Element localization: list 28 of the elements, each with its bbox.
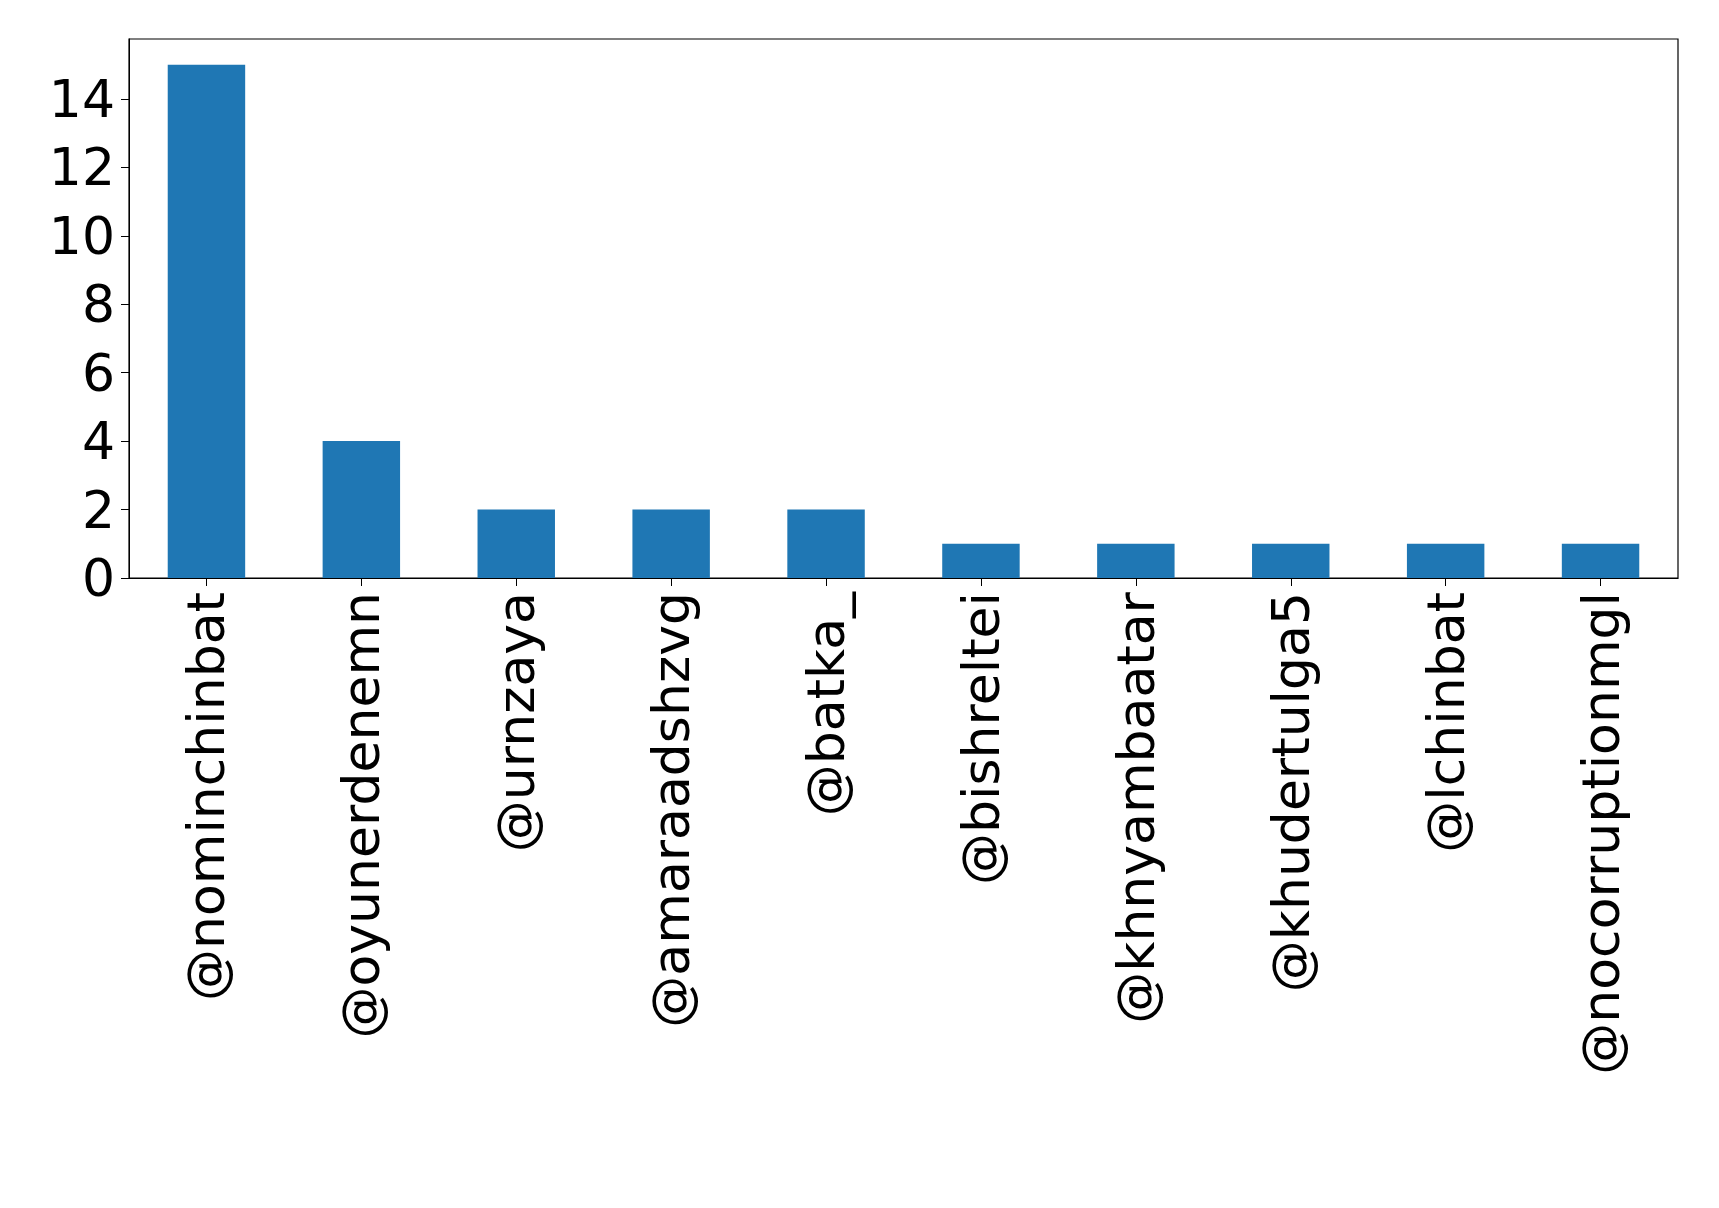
y-tick-label: 0	[81, 548, 115, 608]
y-tick-label: 8	[81, 274, 115, 335]
y-tick-label: 14	[48, 68, 115, 129]
y-tick-label: 12	[48, 137, 115, 198]
bar	[1561, 543, 1640, 578]
bar	[632, 509, 710, 578]
y-tick-label: 4	[81, 411, 115, 472]
x-tick-label: @nominchinbat	[176, 592, 237, 1002]
x-tick-label: @oyunerdenemn	[331, 592, 392, 1039]
bar	[1097, 543, 1175, 578]
bar	[787, 509, 865, 578]
x-tick-label: @urnzaya	[486, 592, 547, 853]
x-tick-label: @khnyambaatar	[1105, 591, 1166, 1024]
y-tick-label: 10	[48, 205, 115, 266]
bar	[1252, 543, 1330, 578]
bar	[942, 543, 1020, 578]
bar	[322, 441, 401, 578]
y-tick-label: 2	[81, 479, 115, 540]
x-tick-label: @batka_	[796, 591, 857, 817]
x-tick-label: @bishreltei	[950, 592, 1011, 886]
bar	[167, 64, 246, 578]
bar	[477, 509, 555, 578]
x-tick-label: @amaraadshzvg	[641, 592, 702, 1028]
x-tick-label: @khudertulga5	[1260, 592, 1321, 993]
x-tick-label: @lchinbat	[1415, 592, 1476, 853]
x-tick-label: @nocorruptionmgl	[1570, 592, 1631, 1075]
y-tick-label: 6	[81, 342, 115, 403]
bar	[1406, 543, 1485, 578]
